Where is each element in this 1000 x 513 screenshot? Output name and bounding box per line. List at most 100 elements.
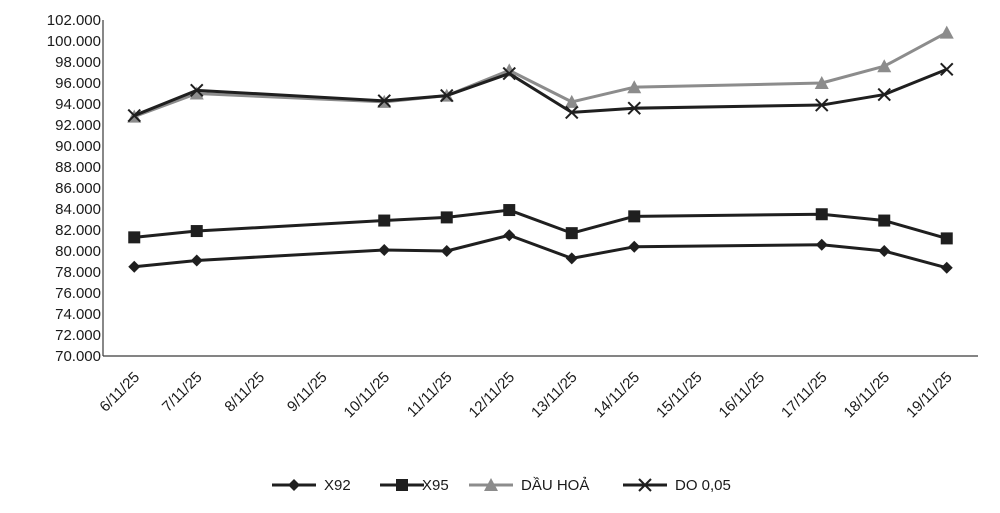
y-tick-label: 74.000: [55, 306, 101, 323]
y-tick-label: 88.000: [55, 159, 101, 176]
data-point-triangle: [502, 63, 517, 77]
data-point-diamond: [288, 479, 300, 491]
data-point-triangle: [877, 59, 892, 73]
data-point-diamond: [440, 245, 453, 257]
data-point-square: [128, 231, 141, 244]
series-line: [134, 208, 948, 240]
x-tick-label: 19/11/25: [903, 369, 956, 422]
x-tick-label: 12/11/25: [466, 369, 519, 422]
legend-item: DẦU HOẢ: [469, 477, 589, 494]
data-point-triangle: [627, 80, 642, 94]
data-point-diamond: [378, 243, 391, 256]
y-tick-label: 94.000: [55, 96, 101, 113]
data-point-diamond: [190, 254, 203, 267]
x-tick-label: 6/11/25: [96, 369, 143, 416]
series-lines: [127, 25, 954, 274]
x-mark-stroke: [440, 88, 454, 103]
x-tick-labels: 6/11/25 7/11/25 8/11/25 9/11/25 10/11/25 11/1…: [96, 369, 955, 422]
series-line: [133, 31, 948, 119]
legend: X92 X95 DẦU HOẢ DO 0,05: [272, 477, 731, 494]
y-tick-label: 90.000: [55, 138, 101, 155]
data-point-diamond: [815, 238, 828, 251]
x-mark-stroke: [565, 105, 579, 120]
y-tick-label: 72.000: [55, 327, 101, 344]
y-tick-label: 80.000: [55, 243, 101, 260]
x-mark-stroke: [190, 83, 204, 98]
x-mark-stroke: [940, 62, 954, 77]
y-tick-label: 76.000: [55, 285, 101, 302]
data-point-square: [396, 479, 408, 491]
x-mark-stroke: [877, 87, 891, 102]
data-point-diamond: [940, 261, 953, 274]
series-line: [133, 67, 948, 117]
data-point-triangle: [189, 86, 204, 100]
x-mark-stroke: [377, 94, 391, 108]
data-point-diamond: [878, 245, 891, 257]
x-tick-label: 15/11/25: [653, 369, 706, 422]
legend-item: X92: [272, 477, 351, 494]
y-tick-label: 96.000: [55, 75, 101, 92]
data-point-square: [815, 208, 828, 221]
legend-label: X95: [422, 477, 449, 494]
x-mark-stroke: [627, 101, 641, 115]
y-tick-label: 78.000: [55, 264, 101, 281]
data-point-triangle: [939, 25, 954, 39]
series-d-u-ho-: [127, 25, 954, 123]
data-point-x: [502, 66, 516, 81]
y-tick-label: 86.000: [55, 180, 101, 197]
legend-label: DO 0,05: [675, 477, 731, 494]
x-tick-label: 17/11/25: [778, 369, 831, 422]
x-tick-label: 11/11/25: [404, 369, 456, 421]
data-point-square: [878, 214, 891, 227]
data-point-x: [440, 88, 454, 103]
y-tick-label: 84.000: [55, 201, 101, 218]
x-tick-label: 9/11/25: [284, 369, 331, 416]
data-point-x: [627, 101, 641, 115]
axes: [102, 20, 978, 357]
data-point-square: [628, 210, 641, 223]
x-tick-label: 7/11/25: [159, 369, 206, 416]
data-point-square: [503, 204, 516, 217]
data-point-x: [127, 108, 141, 123]
data-point-diamond: [503, 229, 516, 242]
y-tick-label: 92.000: [55, 117, 101, 134]
series-x95: [128, 204, 953, 245]
data-point-x: [877, 87, 891, 102]
data-point-square: [378, 214, 391, 227]
x-tick-label: 14/11/25: [591, 369, 644, 422]
y-tick-label: 100.000: [47, 33, 101, 50]
data-point-triangle: [484, 478, 498, 491]
data-point-triangle: [564, 94, 579, 108]
data-point-triangle: [814, 76, 829, 89]
x-mark-stroke: [502, 66, 516, 81]
y-tick-label: 98.000: [55, 54, 101, 71]
data-point-x: [190, 83, 204, 98]
data-point-diamond: [128, 260, 141, 273]
x-mark-stroke: [815, 98, 829, 112]
x-tick-label: 16/11/25: [716, 369, 769, 422]
series-x92: [128, 229, 953, 274]
data-point-x: [377, 94, 391, 108]
data-point-x: [638, 478, 652, 492]
x-tick-label: 13/11/25: [528, 369, 581, 422]
legend-item: X95: [380, 477, 449, 494]
y-tick-label: 102.000: [47, 12, 101, 29]
series-line: [134, 233, 948, 270]
data-point-square: [440, 211, 453, 224]
legend-label: X92: [324, 477, 351, 494]
y-tick-label: 70.000: [55, 348, 101, 365]
x-tick-label: 8/11/25: [221, 369, 268, 416]
data-point-square: [190, 225, 203, 238]
legend-label: DẦU HOẢ: [521, 477, 589, 494]
x-mark-stroke: [127, 108, 141, 123]
series-do-0-05: [127, 62, 954, 123]
y-tick-labels: 70.000 72.000 74.000 76.000 78.000 80.000 82.0…: [47, 12, 101, 365]
data-point-square: [940, 232, 953, 245]
x-tick-label: 18/11/25: [841, 369, 894, 422]
data-point-x: [815, 98, 829, 112]
data-point-x: [940, 62, 954, 77]
data-point-square: [565, 227, 578, 240]
x-mark-stroke: [638, 478, 652, 492]
x-tick-label: 10/11/25: [341, 369, 394, 422]
